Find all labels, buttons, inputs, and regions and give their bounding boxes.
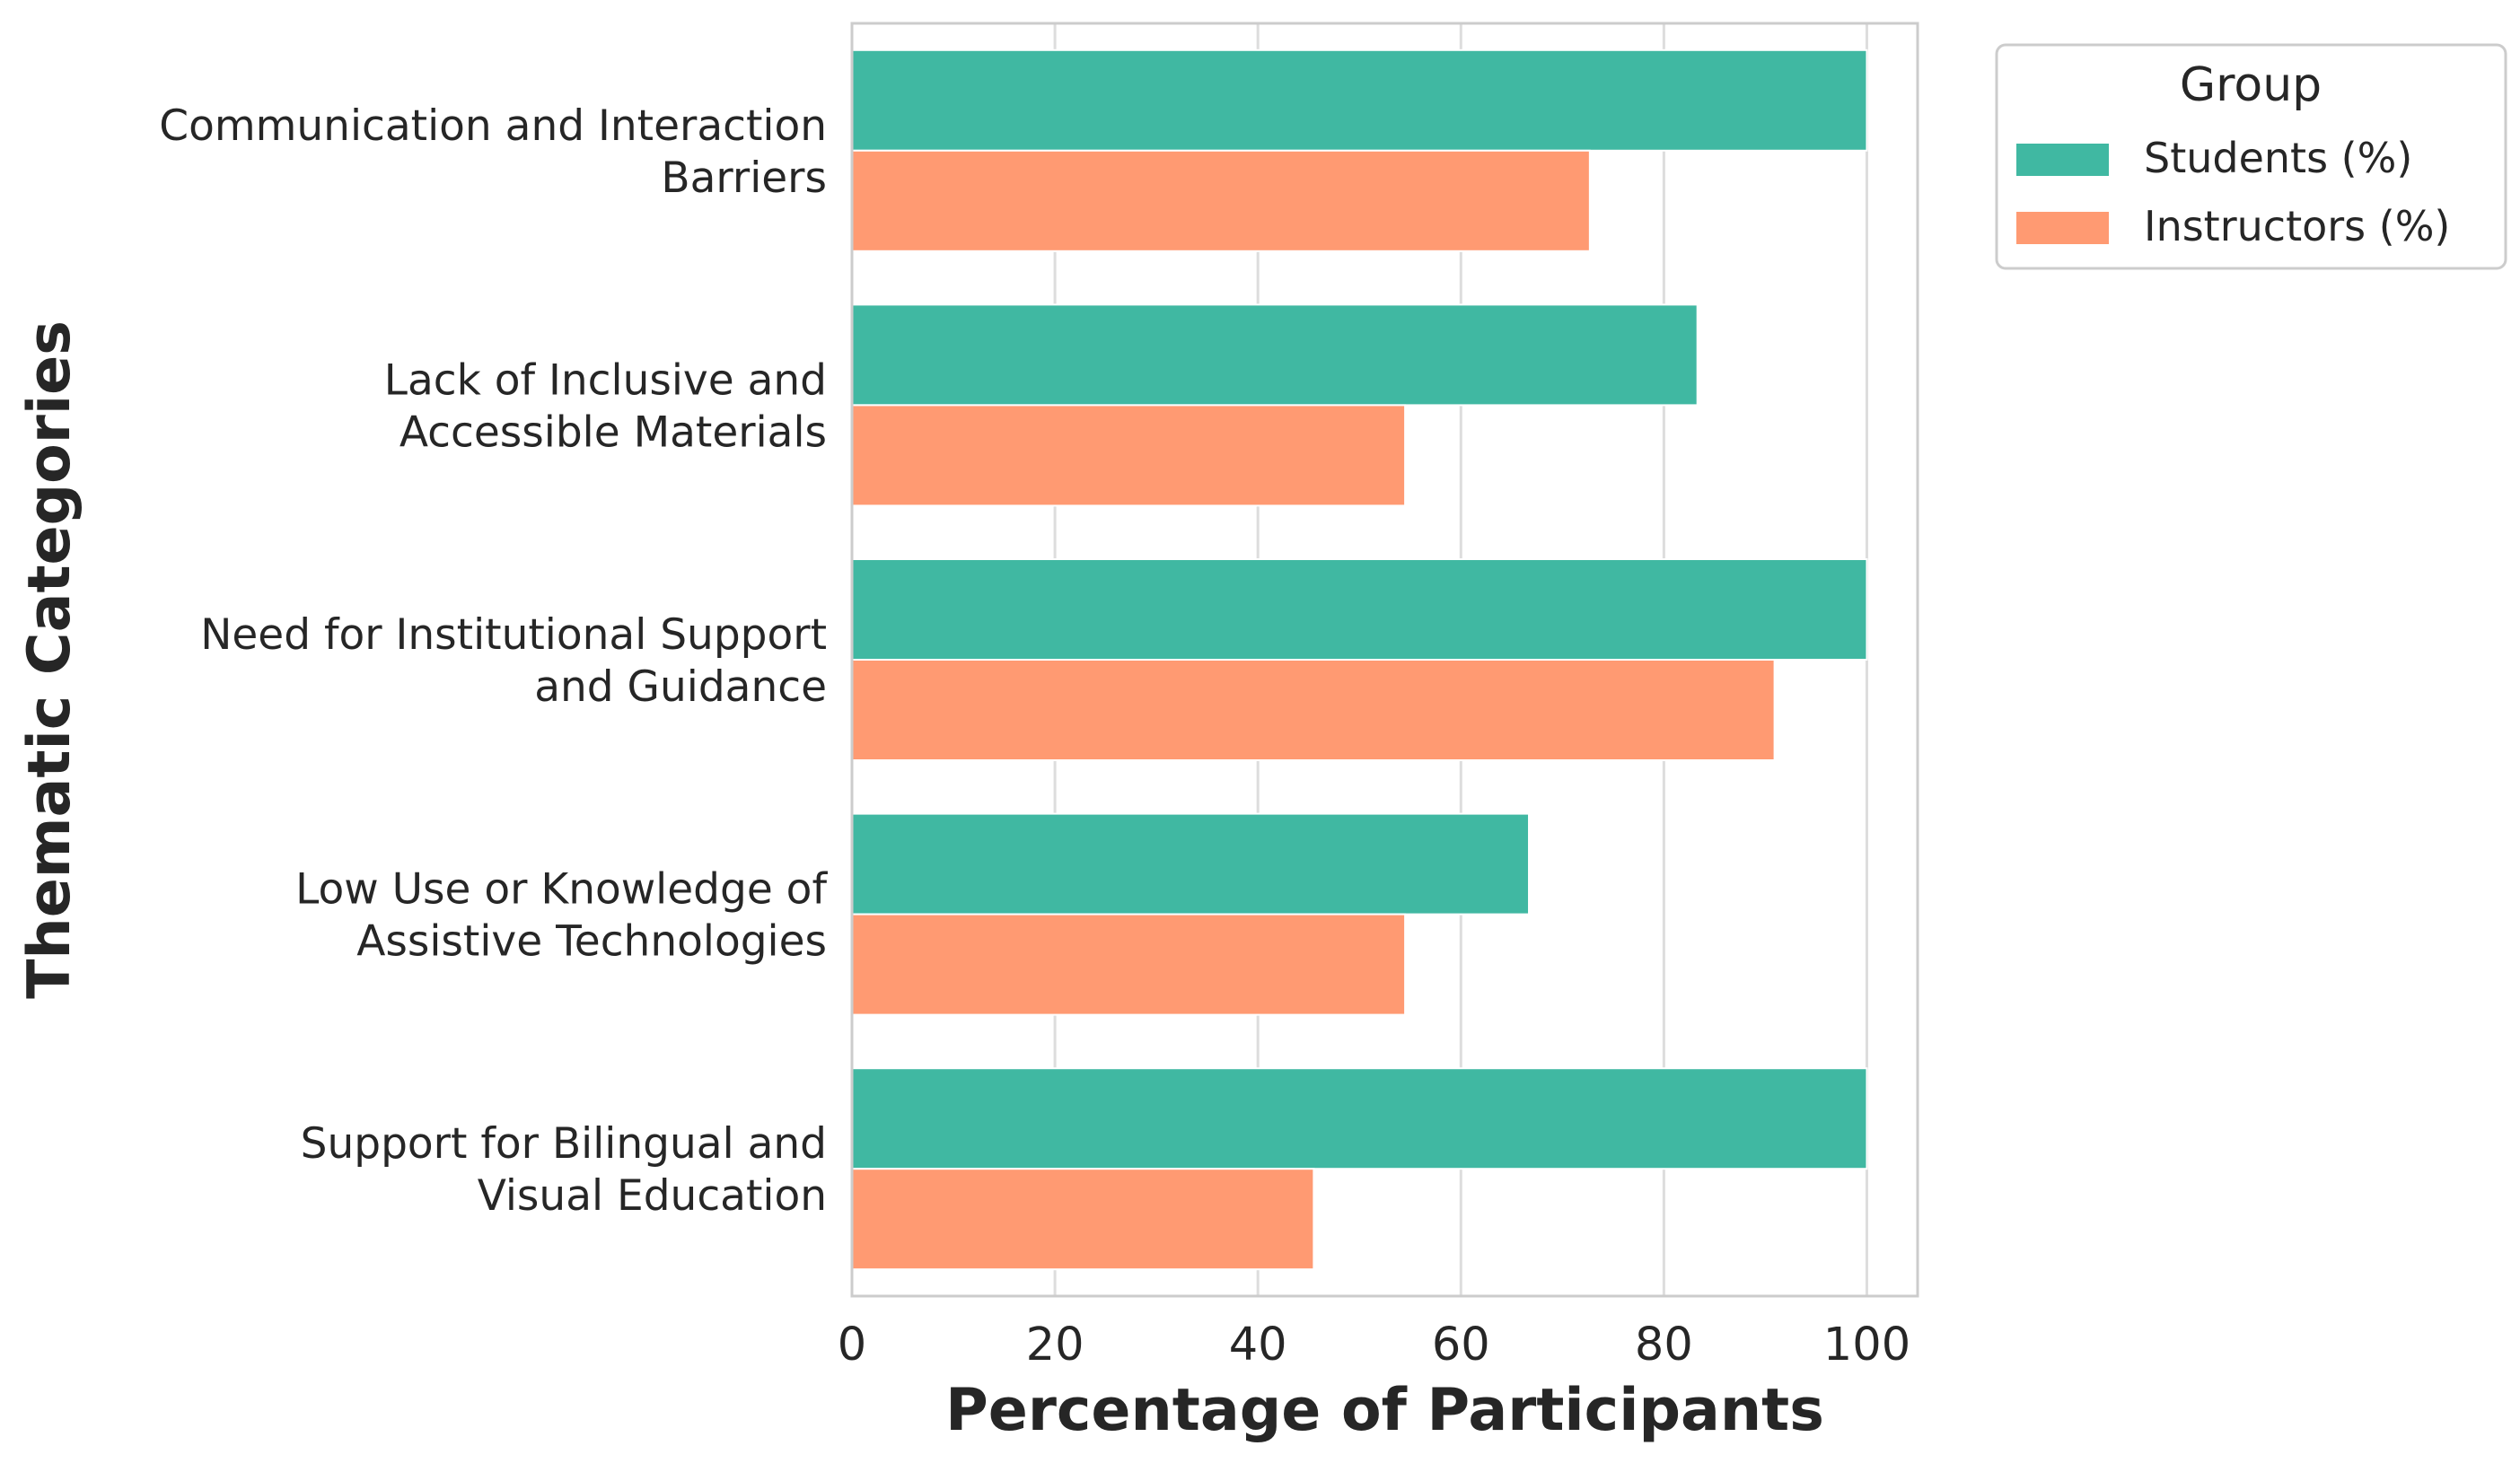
x-tick-label: 100 xyxy=(1823,1319,1910,1371)
x-tick-labels: 0 20 40 60 80 100 xyxy=(838,1319,1910,1371)
x-tick-label: 0 xyxy=(838,1319,866,1371)
category-label: Accessible Materials xyxy=(400,407,827,457)
category-label: and Guidance xyxy=(534,662,827,712)
category-label: Visual Education xyxy=(478,1171,827,1221)
legend: Group Students (%) Instructors (%) xyxy=(1995,43,2507,270)
x-tick-label: 40 xyxy=(1229,1319,1287,1371)
x-tick-label: 80 xyxy=(1635,1319,1693,1371)
category-label: Assistive Technologies xyxy=(356,917,827,967)
x-axis-title: Percentage of Participants xyxy=(945,1377,1824,1444)
category-label: Lack of Inclusive and xyxy=(384,355,827,405)
bar-instructors xyxy=(851,913,1407,1016)
category-label: Barriers xyxy=(661,153,827,203)
category-label: Support for Bilingual and xyxy=(301,1119,827,1169)
bar-students xyxy=(851,48,1868,152)
bar-students xyxy=(851,1067,1868,1170)
plot-frame xyxy=(850,22,1919,1298)
category-label: Need for Institutional Support xyxy=(200,610,827,660)
legend-box xyxy=(1995,43,2507,270)
legend-title: Group xyxy=(2180,58,2322,112)
legend-label: Instructors (%) xyxy=(2144,202,2450,250)
bar-students xyxy=(851,558,1868,661)
x-tick-label: 20 xyxy=(1026,1319,1084,1371)
legend-swatch-students xyxy=(2016,144,2109,176)
bar-students xyxy=(851,812,1531,916)
bars xyxy=(851,48,1868,1271)
legend-swatch-instructors xyxy=(2016,212,2109,244)
category-label: Communication and Interaction xyxy=(159,101,827,151)
x-tick-label: 60 xyxy=(1432,1319,1490,1371)
y-axis-title: Thematic Categories xyxy=(16,320,83,999)
bar-instructors xyxy=(851,149,1591,252)
bar-instructors xyxy=(851,659,1776,761)
bar-instructors xyxy=(851,1168,1315,1271)
bar-instructors xyxy=(851,404,1407,507)
bar-students xyxy=(851,303,1699,407)
legend-label: Students (%) xyxy=(2144,134,2412,182)
category-label: Low Use or Knowledge of xyxy=(295,865,828,915)
